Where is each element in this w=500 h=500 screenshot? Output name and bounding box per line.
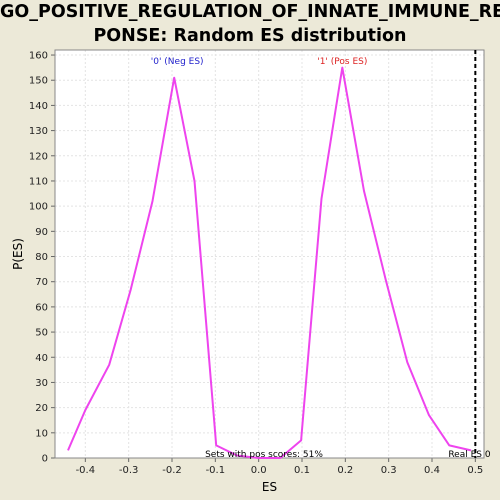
x-tick-label: 0.0 [251,465,267,476]
annotations: '0' (Neg ES) '1' (Pos ES) Sets with pos sc… [151,50,491,460]
x-tick-label: -0.4 [76,465,96,476]
y-tick-label: 100 [29,202,48,213]
y-tick-label: 60 [35,302,48,313]
y-tick-label: 160 [29,51,48,62]
y-tick-label: 70 [35,277,48,288]
y-tick-label: 150 [29,76,48,87]
real-es-label: Real ES 0 [448,450,491,460]
y-tick-label: 120 [29,151,48,162]
x-tick-label: -0.1 [206,465,226,476]
y-tick-label: 30 [35,378,48,389]
x-tick-label: -0.3 [119,465,139,476]
pos-es-label: '1' (Pos ES) [317,57,367,67]
x-tick-label: 0.4 [424,465,440,476]
y-tick-label: 80 [35,252,48,263]
y-tick-label: 40 [35,353,48,364]
series-lines [67,66,472,459]
y-tick-label: 140 [29,101,48,112]
title-line-1: GO_POSITIVE_REGULATION_OF_INNATE_IMMUNE_… [0,2,500,22]
x-tick-label: -0.2 [162,465,182,476]
y-tick-label: 20 [35,403,48,414]
chart-title: GO_POSITIVE_REGULATION_OF_INNATE_IMMUNE_… [0,0,500,48]
x-tick-label: 0.5 [467,465,483,476]
y-tick-label: 90 [35,227,48,238]
plot-area [55,50,484,458]
y-tick-label: 0 [42,454,48,465]
sets-pos-scores-text: Sets with pos scores: 51% [205,450,323,460]
y-tick-label: 110 [29,176,48,187]
series-line-0 [67,76,259,459]
y-tick-label: 10 [35,428,48,439]
series-line-1 [258,66,472,459]
x-tick-label: 0.1 [294,465,310,476]
grid [55,50,484,459]
y-tick-label: 130 [29,126,48,137]
x-tick-label: 0.2 [337,465,353,476]
y-axis-title: P(ES) [11,238,25,270]
neg-es-label: '0' (Neg ES) [151,57,204,67]
x-tick-label: 0.3 [381,465,397,476]
x-axis-title: ES [262,480,277,494]
title-line-2: PONSE: Random ES distribution [93,26,407,46]
y-tick-label: 50 [35,328,48,339]
